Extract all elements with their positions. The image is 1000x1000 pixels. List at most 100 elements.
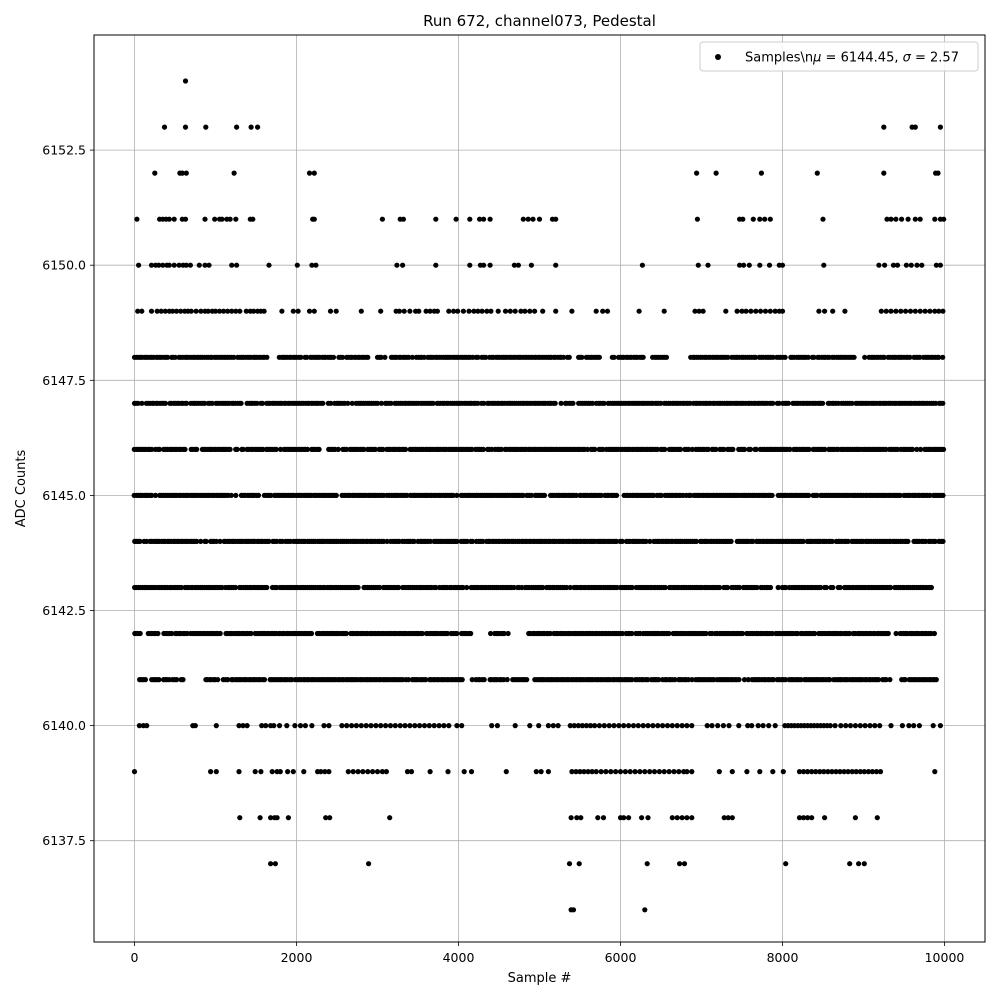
data-point xyxy=(459,723,465,729)
data-point xyxy=(651,769,658,775)
data-point xyxy=(862,723,868,729)
data-point xyxy=(640,723,646,729)
data-point xyxy=(851,354,857,360)
data-point xyxy=(595,815,601,821)
data-point xyxy=(454,630,460,637)
data-point xyxy=(484,308,490,314)
data-point xyxy=(720,723,727,729)
data-point xyxy=(736,677,742,683)
data-point xyxy=(464,584,470,591)
data-point xyxy=(528,492,535,498)
data-point xyxy=(681,861,688,867)
data-point xyxy=(692,308,698,314)
data-point xyxy=(696,308,702,314)
data-point xyxy=(736,723,742,729)
data-point xyxy=(419,630,425,637)
data-point xyxy=(370,769,376,775)
x-tick-label: 4000 xyxy=(443,950,475,965)
data-point xyxy=(536,723,542,729)
data-point xyxy=(940,446,947,452)
data-point xyxy=(730,446,736,452)
data-point xyxy=(469,446,475,452)
data-point xyxy=(309,262,315,268)
data-point xyxy=(779,308,786,314)
data-point xyxy=(229,262,235,268)
data-point xyxy=(899,723,906,729)
y-axis-ticks: 6137.5 6140.0 6142.5 6145.0 6147.5 6150.0 6152… xyxy=(42,143,94,848)
data-point xyxy=(273,446,279,452)
data-point xyxy=(694,216,701,222)
data-point xyxy=(818,584,824,591)
data-point xyxy=(927,492,933,498)
data-point xyxy=(877,769,884,775)
data-point xyxy=(276,723,283,729)
data-point xyxy=(821,769,827,775)
data-point xyxy=(466,308,472,314)
data-point xyxy=(817,769,823,775)
data-point xyxy=(729,769,735,775)
data-point xyxy=(724,584,731,591)
data-point xyxy=(884,216,890,222)
data-point xyxy=(340,354,346,360)
data-point xyxy=(796,769,803,775)
data-point xyxy=(679,815,685,821)
data-point xyxy=(423,677,429,683)
data-point xyxy=(397,723,403,729)
data-point xyxy=(407,723,413,729)
data-point xyxy=(487,262,493,268)
data-point xyxy=(658,400,664,406)
data-point xyxy=(656,677,662,683)
data-point xyxy=(643,538,649,545)
data-point xyxy=(811,354,817,360)
data-point xyxy=(796,815,803,821)
data-point xyxy=(161,124,168,130)
data-point xyxy=(524,677,530,683)
data-point xyxy=(182,446,188,452)
data-point xyxy=(401,308,407,314)
data-point xyxy=(400,262,406,268)
data-point xyxy=(407,308,413,314)
data-point xyxy=(689,446,695,452)
data-point xyxy=(931,630,938,637)
data-point xyxy=(372,446,378,452)
data-point xyxy=(739,308,745,314)
data-point xyxy=(227,446,233,452)
data-point xyxy=(148,308,155,314)
data-point xyxy=(827,677,833,683)
data-point xyxy=(339,723,345,729)
data-point xyxy=(583,723,590,729)
data-point xyxy=(433,216,439,222)
data-point xyxy=(772,308,778,314)
data-point xyxy=(908,262,914,268)
data-point xyxy=(902,677,908,683)
data-point xyxy=(571,723,577,729)
data-point xyxy=(600,308,606,314)
data-point xyxy=(919,262,925,268)
data-point xyxy=(311,170,317,176)
data-point xyxy=(922,308,928,314)
data-point xyxy=(304,446,311,452)
data-point xyxy=(650,723,656,729)
data-point xyxy=(178,584,184,591)
data-point xyxy=(430,400,436,406)
data-point xyxy=(378,723,384,729)
data-point xyxy=(402,723,408,729)
data-point xyxy=(225,308,231,314)
data-point xyxy=(243,308,249,314)
data-point xyxy=(454,723,460,729)
data-point xyxy=(875,677,882,683)
data-point xyxy=(679,723,685,729)
x-axis-label: Sample # xyxy=(508,971,572,986)
data-point xyxy=(743,308,749,314)
data-point xyxy=(689,815,695,821)
data-point xyxy=(619,630,626,637)
data-point xyxy=(426,723,432,729)
data-point xyxy=(841,769,847,775)
data-point xyxy=(481,400,487,406)
data-point xyxy=(783,861,789,867)
data-point xyxy=(632,769,638,775)
data-point xyxy=(783,677,789,683)
data-point xyxy=(268,492,274,498)
data-point xyxy=(805,354,811,360)
